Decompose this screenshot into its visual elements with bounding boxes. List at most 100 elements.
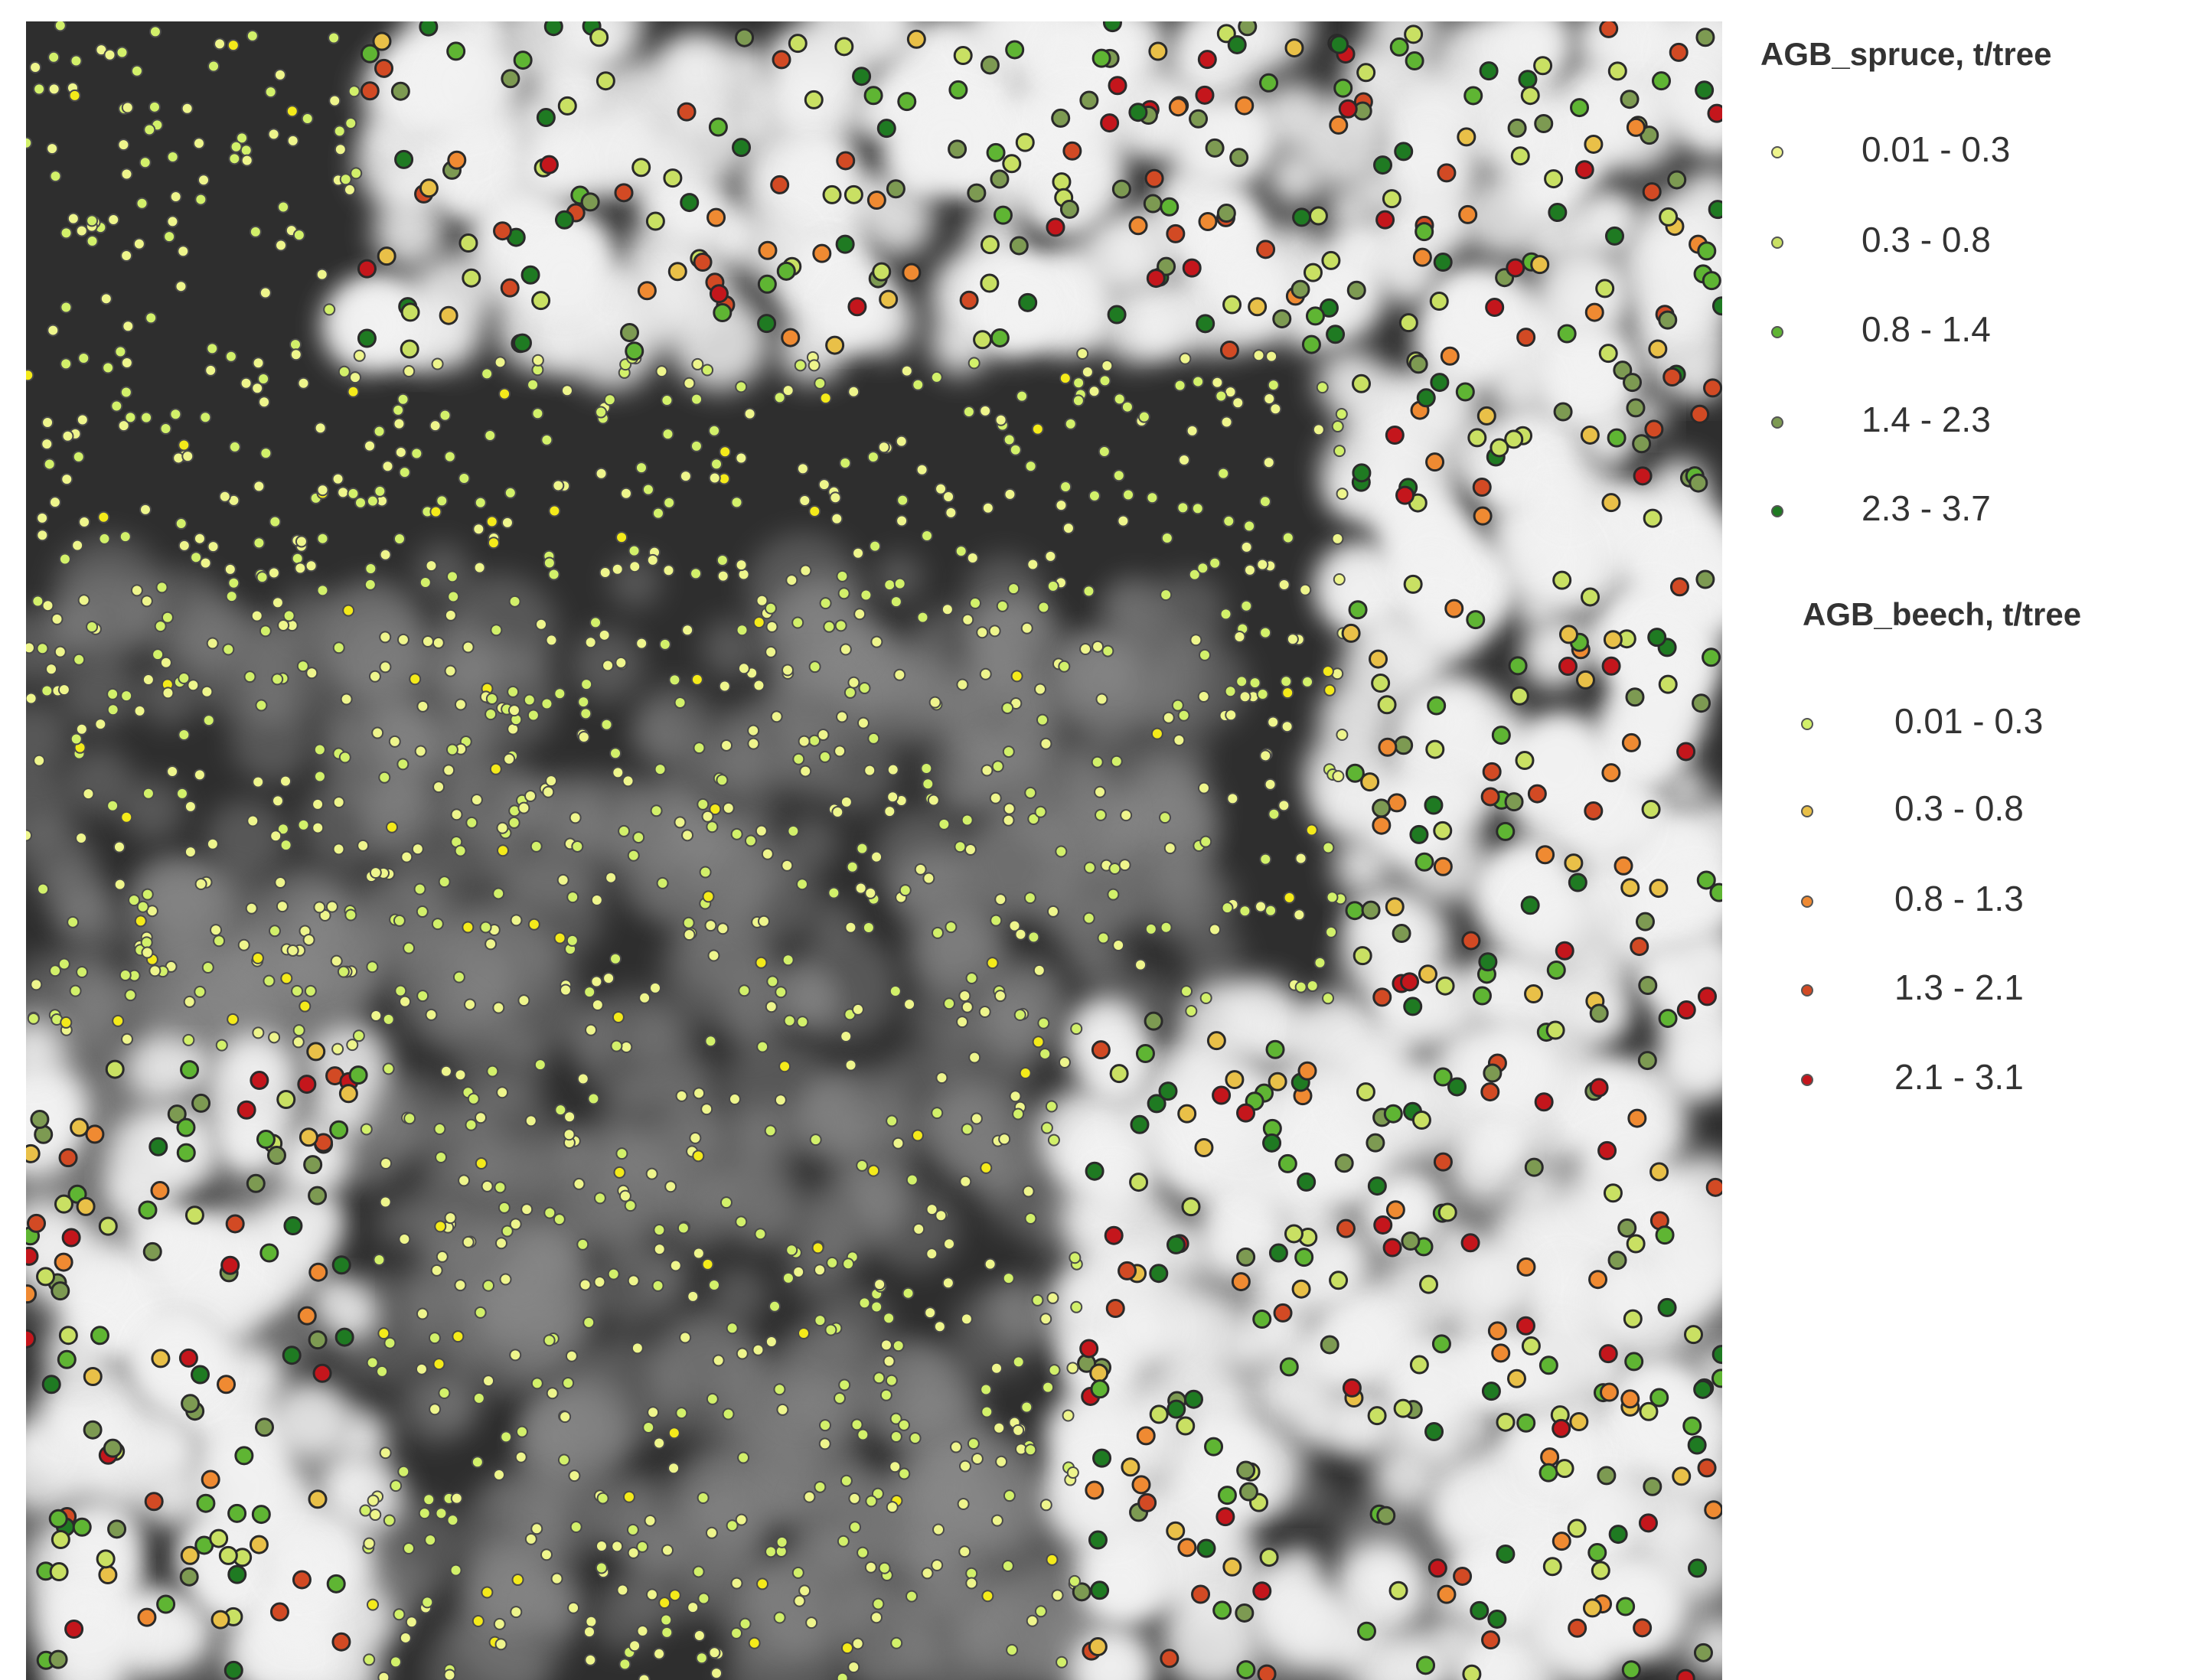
tree-point bbox=[874, 1279, 885, 1290]
tree-point bbox=[55, 647, 66, 657]
tree-point bbox=[915, 864, 926, 875]
tree-point bbox=[1659, 1010, 1676, 1027]
tree-point bbox=[591, 29, 608, 46]
tree-point bbox=[781, 860, 792, 871]
tree-point bbox=[985, 1259, 996, 1270]
tree-point bbox=[719, 681, 730, 692]
tree-point bbox=[579, 732, 589, 742]
tree-point bbox=[170, 409, 181, 419]
tree-point bbox=[1497, 823, 1514, 840]
tree-point bbox=[1179, 710, 1189, 721]
crown-highlight bbox=[1134, 308, 1175, 349]
tree-point bbox=[1437, 977, 1454, 994]
terrain-patch bbox=[1058, 627, 1170, 739]
tree-point bbox=[171, 191, 181, 202]
tree-point bbox=[622, 325, 638, 341]
tree-point bbox=[1260, 750, 1271, 761]
crown-highlight bbox=[220, 1033, 290, 1103]
tree-point bbox=[462, 922, 473, 932]
tree-point bbox=[711, 458, 722, 469]
tree-point bbox=[1651, 1163, 1668, 1180]
tree-point bbox=[1190, 110, 1207, 127]
tree-point bbox=[140, 504, 151, 515]
tree-point bbox=[546, 775, 556, 786]
tree-point bbox=[1535, 115, 1552, 132]
tree-point bbox=[399, 1234, 409, 1245]
tree-point bbox=[1010, 237, 1027, 254]
tree-point bbox=[618, 826, 629, 837]
tree-point bbox=[1007, 41, 1023, 58]
tree-point bbox=[853, 548, 863, 559]
tree-point bbox=[393, 405, 403, 416]
tree-point bbox=[465, 1120, 476, 1130]
tree-point bbox=[1640, 977, 1656, 994]
tree-point bbox=[692, 359, 703, 370]
tree-point bbox=[584, 987, 595, 997]
tree-point bbox=[1193, 1586, 1209, 1603]
tree-point bbox=[1369, 1408, 1385, 1424]
tree-point bbox=[328, 33, 339, 44]
tree-point bbox=[580, 1280, 591, 1290]
tree-point bbox=[1067, 1362, 1078, 1373]
tree-point bbox=[902, 366, 912, 377]
tree-point bbox=[66, 1621, 83, 1638]
tree-point bbox=[945, 507, 956, 518]
tree-point bbox=[661, 1614, 671, 1625]
tree-point bbox=[558, 875, 569, 886]
tree-point bbox=[455, 846, 466, 856]
tree-point bbox=[1659, 676, 1676, 693]
tree-point bbox=[225, 564, 236, 575]
tree-point bbox=[214, 935, 224, 946]
tree-point bbox=[1161, 922, 1172, 933]
tree-point bbox=[239, 940, 250, 951]
tree-point bbox=[1236, 1604, 1253, 1621]
tree-point bbox=[98, 512, 109, 523]
tree-point bbox=[502, 70, 519, 87]
tree-point bbox=[1104, 15, 1121, 31]
tree-point bbox=[840, 644, 851, 655]
tree-point bbox=[1091, 1381, 1108, 1398]
tree-point bbox=[1673, 1468, 1690, 1485]
tree-point bbox=[501, 279, 518, 296]
tree-point bbox=[697, 1652, 707, 1663]
tree-point bbox=[1509, 657, 1526, 674]
tree-point bbox=[178, 729, 189, 740]
tree-point bbox=[502, 517, 513, 528]
tree-point bbox=[1653, 73, 1670, 90]
tree-point bbox=[680, 1332, 690, 1342]
tree-point bbox=[987, 144, 1004, 161]
tree-point bbox=[253, 537, 264, 548]
tree-point bbox=[1038, 1018, 1049, 1029]
tree-point bbox=[43, 600, 54, 611]
tree-point bbox=[201, 558, 211, 569]
tree-point bbox=[544, 1335, 555, 1346]
tree-point bbox=[560, 1411, 570, 1422]
tree-point bbox=[194, 987, 205, 997]
tree-point bbox=[84, 1368, 101, 1385]
tree-point bbox=[775, 1612, 785, 1623]
tree-point bbox=[609, 1269, 619, 1280]
tree-point bbox=[906, 1591, 917, 1602]
tree-point bbox=[778, 263, 795, 279]
tree-point bbox=[358, 330, 375, 347]
tree-point bbox=[339, 367, 350, 377]
tree-point bbox=[1650, 880, 1667, 897]
tree-point bbox=[1224, 1558, 1241, 1575]
tree-point bbox=[1418, 390, 1434, 406]
tree-point bbox=[839, 588, 850, 599]
crown-highlight bbox=[1461, 1241, 1540, 1320]
tree-point bbox=[1431, 374, 1448, 391]
tree-point bbox=[1358, 64, 1375, 81]
tree-point bbox=[1239, 905, 1250, 916]
tree-point bbox=[430, 507, 441, 517]
tree-point bbox=[814, 378, 825, 389]
tree-point bbox=[956, 546, 967, 556]
tree-point bbox=[398, 634, 409, 645]
tree-point bbox=[272, 795, 283, 806]
tree-point bbox=[864, 765, 875, 776]
tree-point bbox=[1095, 787, 1105, 798]
tree-point bbox=[275, 70, 286, 80]
tree-point bbox=[1049, 1135, 1059, 1146]
tree-point bbox=[555, 1104, 566, 1115]
tree-point bbox=[220, 491, 230, 502]
